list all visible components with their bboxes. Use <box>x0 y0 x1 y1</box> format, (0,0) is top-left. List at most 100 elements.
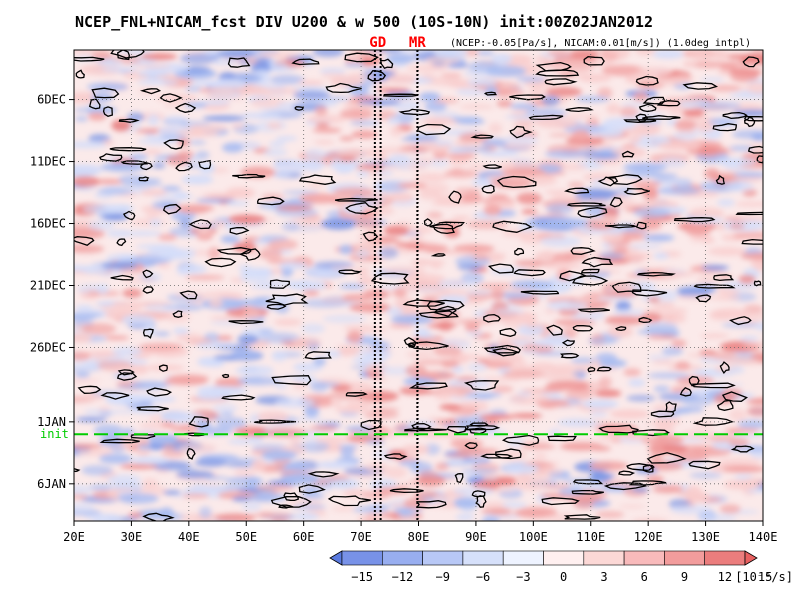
omega-contour <box>463 424 501 431</box>
field-cell <box>514 507 558 519</box>
field-cell <box>74 176 100 188</box>
field-cell <box>591 179 606 187</box>
field-cell <box>240 166 276 179</box>
field-cell <box>81 465 113 476</box>
omega-contour <box>228 320 264 325</box>
x-tick-label: 20E <box>63 530 85 544</box>
field-cell <box>394 242 426 248</box>
field-cell <box>570 357 595 364</box>
field-cell <box>735 202 763 207</box>
field-cell <box>704 168 720 180</box>
field-cell <box>597 296 636 302</box>
field-cell <box>268 141 287 147</box>
field-cell <box>280 472 320 485</box>
field-cell <box>157 263 171 269</box>
field-cell <box>544 308 557 314</box>
field-cell <box>99 453 132 464</box>
field-cell <box>688 207 725 220</box>
field-cell <box>652 485 684 494</box>
field-cell <box>238 60 251 65</box>
omega-contour <box>482 164 502 169</box>
field-cell <box>455 376 479 382</box>
field-cell <box>737 420 763 429</box>
field-cell <box>544 399 570 406</box>
field-cell <box>233 242 257 253</box>
field-cell <box>74 371 91 378</box>
field-cell <box>667 75 695 84</box>
x-tick-label: 80E <box>408 530 430 544</box>
field-cell <box>682 109 705 117</box>
omega-contour <box>416 123 452 136</box>
omega-contour <box>642 96 666 105</box>
field-cell <box>595 510 625 519</box>
field-cell <box>162 490 181 495</box>
omega-contour <box>221 394 256 401</box>
field-cell <box>149 218 162 227</box>
omega-contour <box>713 274 735 282</box>
field-cell <box>583 172 617 182</box>
field-cell <box>633 207 671 218</box>
omega-contour <box>728 316 752 326</box>
omega-contour <box>492 347 520 357</box>
marker-label-mr: MR <box>409 35 426 51</box>
field-cell <box>268 296 300 303</box>
field-cell <box>727 428 743 435</box>
field-cell <box>448 457 464 465</box>
field-cell <box>304 148 326 161</box>
field-cell <box>176 266 191 275</box>
field-cell <box>197 225 211 236</box>
omega-contour <box>99 153 123 162</box>
field-cell <box>74 502 95 513</box>
field-cell <box>179 218 192 229</box>
field-cell <box>707 247 748 256</box>
field-cell <box>105 393 144 406</box>
omega-contour <box>744 116 756 128</box>
omega-contour <box>635 75 659 86</box>
field-cell <box>104 204 134 213</box>
field-cell <box>501 502 527 508</box>
colorbar-arrow-low <box>329 550 343 566</box>
field-cell <box>74 378 101 383</box>
field-cell <box>456 87 487 97</box>
omega-contour <box>448 190 462 204</box>
omega-contour <box>615 326 627 331</box>
field-cell <box>453 244 495 253</box>
field-cell <box>160 412 204 423</box>
omega-contour <box>623 118 657 123</box>
field-cell <box>648 443 687 455</box>
omega-contour <box>179 290 198 300</box>
field-cell <box>728 68 763 76</box>
field-cell <box>313 140 335 145</box>
field-cell <box>185 87 203 92</box>
x-tick-label: 40E <box>178 530 200 544</box>
field-cell <box>753 322 763 331</box>
field-cell <box>139 189 167 196</box>
field-cell <box>446 63 470 68</box>
field-cell <box>166 154 191 166</box>
omega-contour <box>566 202 606 207</box>
field-cell <box>738 274 756 285</box>
field-cell <box>622 171 666 178</box>
field-cell <box>564 390 594 400</box>
field-cell <box>683 225 712 235</box>
omega-contour <box>735 211 763 216</box>
field-cell <box>713 295 741 301</box>
field-cell <box>490 289 505 301</box>
field-cell <box>217 50 255 59</box>
field-cell <box>721 322 762 328</box>
omega-contour <box>158 364 168 372</box>
field-cell <box>390 125 403 137</box>
omega-contour <box>572 479 604 485</box>
field-cell <box>650 217 665 224</box>
field-cell <box>302 289 320 296</box>
field-cell <box>190 483 206 492</box>
colorbar-label: −6 <box>476 570 490 584</box>
omega-contour <box>423 218 433 227</box>
field-cell <box>433 289 472 297</box>
field-cell <box>375 170 394 176</box>
omega-contour <box>278 504 295 509</box>
field-cell <box>203 475 228 481</box>
field-cell <box>251 459 267 472</box>
omega-contour <box>623 187 650 195</box>
field-cell <box>74 116 89 122</box>
